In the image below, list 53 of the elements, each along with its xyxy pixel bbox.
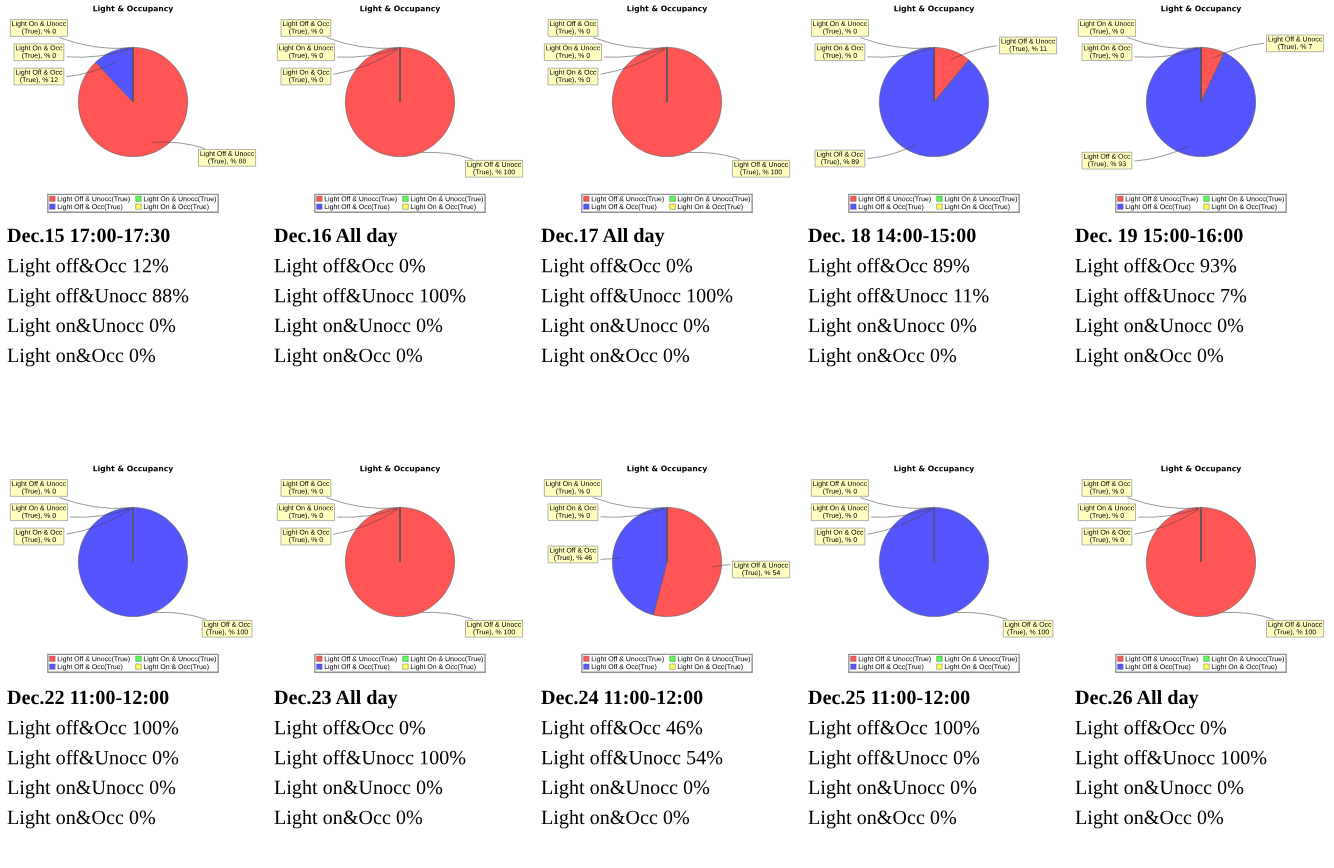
- text: Light on&Occ 0%: [808, 348, 957, 367]
- pie-slice: [78, 47, 188, 157]
- pie-slice: [1146, 47, 1256, 157]
- text: Light on&Unocc 0%: [808, 780, 977, 799]
- text: Light on&Unocc 0%: [1075, 780, 1244, 799]
- text: Light on&Unocc 0%: [7, 318, 176, 337]
- text: Light on&Unocc 0%: [541, 318, 710, 337]
- text: Light off&Occ 46%: [541, 720, 703, 739]
- text: Light on&Unocc 0%: [274, 318, 443, 337]
- text: Light on&Unocc 0%: [808, 318, 977, 337]
- text: Light on&Occ 0%: [541, 810, 690, 829]
- text: Light on&Occ 0%: [274, 810, 423, 829]
- text: Light off&Unocc 7%: [1075, 288, 1247, 307]
- text: Light off&Unocc 100%: [274, 750, 466, 769]
- text: Light off&Occ 0%: [274, 258, 426, 277]
- text: Dec. 18 14:00-15:00: [808, 228, 976, 243]
- text: Dec.15 17:00-17:30: [7, 228, 170, 243]
- text: Dec. 19 15:00-16:00: [1075, 228, 1243, 243]
- text: Dec.16 All day: [274, 228, 398, 247]
- text: Light off&Occ 100%: [808, 720, 980, 739]
- text: Light on&Occ 0%: [541, 348, 690, 367]
- text: Light on&Occ 0%: [274, 348, 423, 367]
- text: Dec.23 All day: [274, 690, 398, 709]
- text: Light off&Unocc 100%: [1075, 750, 1267, 769]
- text: Light on&Occ 0%: [7, 348, 156, 367]
- text: Dec.17 All day: [541, 228, 665, 247]
- text: Light off&Occ 89%: [808, 258, 970, 277]
- text: Light off&Occ 100%: [7, 720, 179, 739]
- text: Light on&Occ 0%: [1075, 810, 1224, 829]
- text: Light off&Occ 0%: [1075, 720, 1227, 739]
- text: Light off&Unocc 100%: [541, 288, 733, 307]
- text: Light off&Unocc 0%: [7, 750, 179, 769]
- text: Dec.24 11:00-12:00: [541, 690, 703, 705]
- text: Light off&Unocc 11%: [808, 288, 989, 307]
- text: Dec.22 11:00-12:00: [7, 690, 169, 705]
- text: Light off&Unocc 100%: [274, 288, 466, 307]
- text: Dec.26 All day: [1075, 690, 1199, 709]
- text: Light on&Unocc 0%: [541, 780, 710, 799]
- text: Light on&Unocc 0%: [1075, 318, 1244, 337]
- text: Light off&Unocc 54%: [541, 750, 723, 769]
- text: Light off&Unocc 88%: [7, 288, 189, 307]
- text: Light off&Occ 93%: [1075, 258, 1237, 277]
- text: Light off&Occ 12%: [7, 258, 169, 277]
- text: Light on&Unocc 0%: [7, 780, 176, 799]
- text: Light off&Occ 0%: [541, 258, 693, 277]
- pie-slice: [879, 47, 989, 157]
- text: Light on&Occ 0%: [808, 810, 957, 829]
- text: Light on&Unocc 0%: [274, 780, 443, 799]
- text: Light off&Unocc 0%: [808, 750, 980, 769]
- text: Light on&Occ 0%: [7, 810, 156, 829]
- text: Light on&Occ 0%: [1075, 348, 1224, 367]
- text: Light off&Occ 0%: [274, 720, 426, 739]
- text: Dec.25 11:00-12:00: [808, 690, 970, 705]
